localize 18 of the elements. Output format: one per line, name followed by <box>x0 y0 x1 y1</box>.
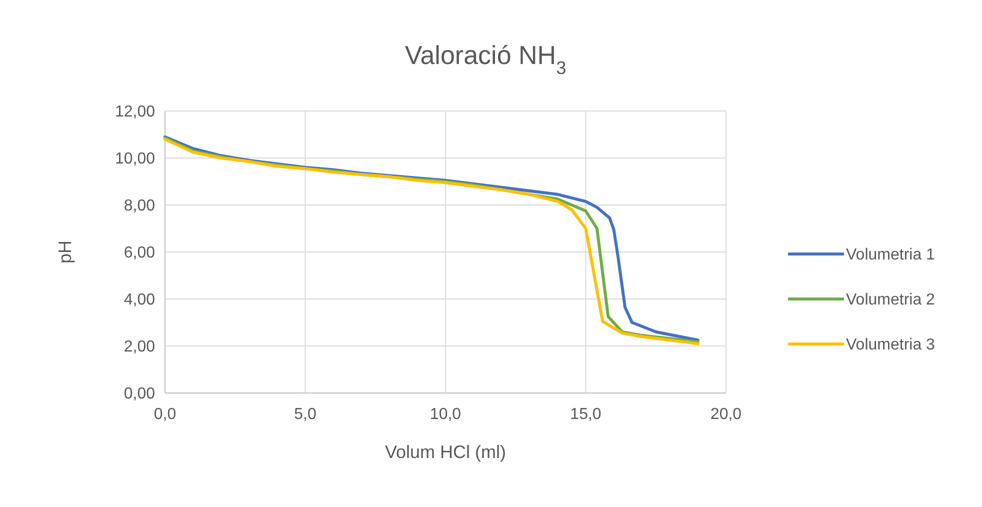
x-tick-label: 5,0 <box>294 406 316 423</box>
y-tick-label: 0,00 <box>124 386 156 403</box>
chart-title: Valoració NH$_{3}$ <box>404 40 566 78</box>
y-tick-label: 4,00 <box>124 292 156 309</box>
legend-label: Volumetria 3 <box>846 336 936 354</box>
legend-label: Volumetria 1 <box>846 246 936 264</box>
y-tick-label: 12,00 <box>114 104 156 121</box>
y-tick-label: 10,00 <box>114 150 156 168</box>
legend-label: Volumetria 2 <box>846 292 936 309</box>
y-tick-label: 2,00 <box>124 338 156 356</box>
x-tick-label: 20,0 <box>710 406 742 423</box>
x-axis-title: Volum HCl (ml) <box>384 442 506 462</box>
x-tick-label: 10,0 <box>430 406 462 423</box>
x-tick-label: 15,0 <box>570 406 602 423</box>
y-tick-label: 6,00 <box>124 244 156 262</box>
x-tick-label: 0,0 <box>154 406 176 423</box>
y-axis-title: pH <box>55 240 75 264</box>
y-tick-label: 8,00 <box>124 198 156 215</box>
